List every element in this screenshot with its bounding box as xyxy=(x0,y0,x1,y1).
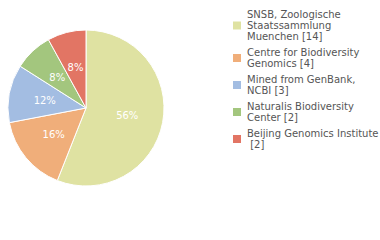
svg-text:Beijing Genomics Institute: Beijing Genomics Institute xyxy=(247,128,379,139)
svg-text:NCBI [3]: NCBI [3] xyxy=(247,85,289,96)
svg-text:Naturalis Biodiversity: Naturalis Biodiversity xyxy=(247,101,357,112)
svg-text:Center [2]: Center [2] xyxy=(247,112,298,123)
svg-text:Centre for Biodiversity: Centre for Biodiversity xyxy=(247,47,363,58)
svg-text:SNSB, Zoologische: SNSB, Zoologische xyxy=(247,9,344,20)
svg-text:56%: 56% xyxy=(116,110,138,121)
svg-text:Mined from GenBank,: Mined from GenBank, xyxy=(247,74,359,85)
svg-text:12%: 12% xyxy=(34,95,56,106)
svg-text:Muenchen [14]: Muenchen [14] xyxy=(247,31,323,42)
svg-text:8%: 8% xyxy=(68,62,84,73)
svg-text:Genomics [4]: Genomics [4] xyxy=(247,58,314,69)
svg-text:16%: 16% xyxy=(43,129,65,140)
svg-text:Staatssammlung: Staatssammlung xyxy=(247,20,334,31)
svg-text:[2]: [2] xyxy=(247,139,264,150)
svg-text:8%: 8% xyxy=(49,72,65,83)
